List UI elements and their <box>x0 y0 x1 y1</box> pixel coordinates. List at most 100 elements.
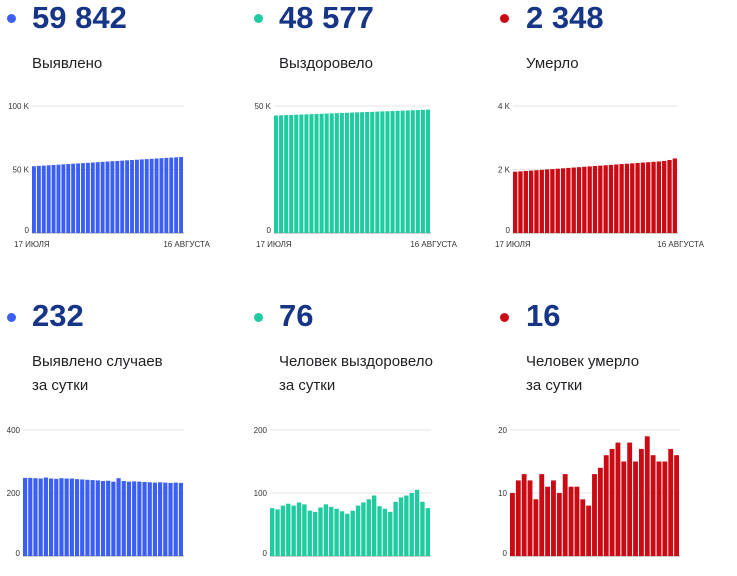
bar <box>100 161 105 233</box>
bar <box>656 461 662 556</box>
bar <box>294 114 299 233</box>
bar-chart-recovered: 0 50 K 17 ИЮЛЯ 16 АВГУСТА <box>255 102 458 249</box>
bar <box>164 157 169 233</box>
bar <box>41 165 46 233</box>
bar <box>339 112 344 233</box>
bar <box>528 170 534 233</box>
bar <box>32 166 36 233</box>
bar <box>555 168 560 233</box>
bar <box>609 448 615 556</box>
bar <box>510 493 515 556</box>
bar <box>152 482 158 556</box>
bar <box>574 486 580 556</box>
bar <box>168 482 173 556</box>
bar <box>644 436 650 556</box>
bar <box>390 111 395 233</box>
bar <box>95 162 100 233</box>
bar <box>120 160 125 233</box>
bar <box>650 455 656 556</box>
recovered-daily-total-value: 76 <box>279 298 314 333</box>
y-tick-label: 0 <box>506 226 511 235</box>
bar <box>415 110 420 233</box>
bar <box>633 461 638 556</box>
bar <box>592 166 598 233</box>
bar <box>388 511 393 556</box>
bar <box>521 474 527 556</box>
bar <box>149 158 154 233</box>
bar <box>527 480 533 556</box>
bar <box>580 499 586 556</box>
bar <box>28 477 33 556</box>
died-daily-legend-dot <box>500 313 509 322</box>
bar <box>154 158 159 233</box>
bar <box>48 478 54 556</box>
bar <box>132 481 137 556</box>
bar <box>56 164 61 233</box>
bar <box>576 167 582 233</box>
bar <box>587 166 592 233</box>
bar-chart-died-daily: 0 10 20 <box>498 426 680 558</box>
bar <box>173 482 178 556</box>
bar <box>662 461 668 556</box>
bar <box>375 111 380 233</box>
x-tick-label: 16 АВГУСТА <box>410 240 457 249</box>
bar <box>597 467 603 556</box>
bar <box>355 505 361 556</box>
y-tick-label: 0 <box>503 549 508 558</box>
bar <box>334 113 339 233</box>
bar <box>142 481 147 556</box>
y-tick-label: 100 K <box>8 102 30 111</box>
bar <box>539 474 545 556</box>
bar <box>651 161 656 233</box>
bar <box>560 168 566 233</box>
y-tick-label: 50 K <box>255 102 272 111</box>
bar <box>571 167 576 233</box>
y-tick-label: 0 <box>25 226 30 235</box>
detected-daily-total-value: 232 <box>32 298 84 333</box>
bar <box>134 159 139 233</box>
bar <box>106 480 111 556</box>
y-tick-label: 0 <box>263 549 268 558</box>
y-tick-label: 400 <box>7 426 21 435</box>
y-tick-label: 100 <box>254 489 268 498</box>
died-label-line: Умерло <box>526 55 579 72</box>
detected-daily-legend-dot <box>7 313 16 322</box>
bar <box>137 481 142 556</box>
bar <box>592 474 597 556</box>
bar <box>523 170 528 233</box>
bar <box>90 480 95 556</box>
bar <box>355 112 360 233</box>
bar <box>582 166 587 233</box>
x-tick-label: 17 ИЮЛЯ <box>256 240 292 249</box>
bar <box>562 474 568 556</box>
bar <box>425 508 430 556</box>
bar <box>36 165 41 233</box>
recovered-total-value: 48 577 <box>279 0 374 35</box>
bar <box>619 164 624 233</box>
bar <box>366 499 371 556</box>
bar <box>302 504 307 556</box>
y-tick-label: 0 <box>16 549 21 558</box>
recovered-daily-legend-dot <box>254 313 263 322</box>
bar <box>409 493 414 556</box>
bar <box>59 478 64 556</box>
y-tick-label: 50 K <box>13 166 30 175</box>
bar <box>350 510 355 556</box>
bar <box>85 162 90 233</box>
bar <box>608 164 614 233</box>
y-tick-label: 200 <box>254 426 268 435</box>
bar <box>365 111 370 233</box>
x-tick-label: 16 АВГУСТА <box>163 240 210 249</box>
bar <box>518 171 523 233</box>
bar <box>80 479 85 556</box>
bar <box>360 112 365 233</box>
bar <box>126 481 132 556</box>
bar <box>635 162 640 233</box>
bar <box>371 495 377 556</box>
x-tick-label: 17 ИЮЛЯ <box>14 240 50 249</box>
bar <box>284 115 289 233</box>
bar <box>33 478 38 556</box>
x-tick-label: 17 ИЮЛЯ <box>495 240 531 249</box>
bar <box>274 115 279 233</box>
bar <box>51 164 56 233</box>
